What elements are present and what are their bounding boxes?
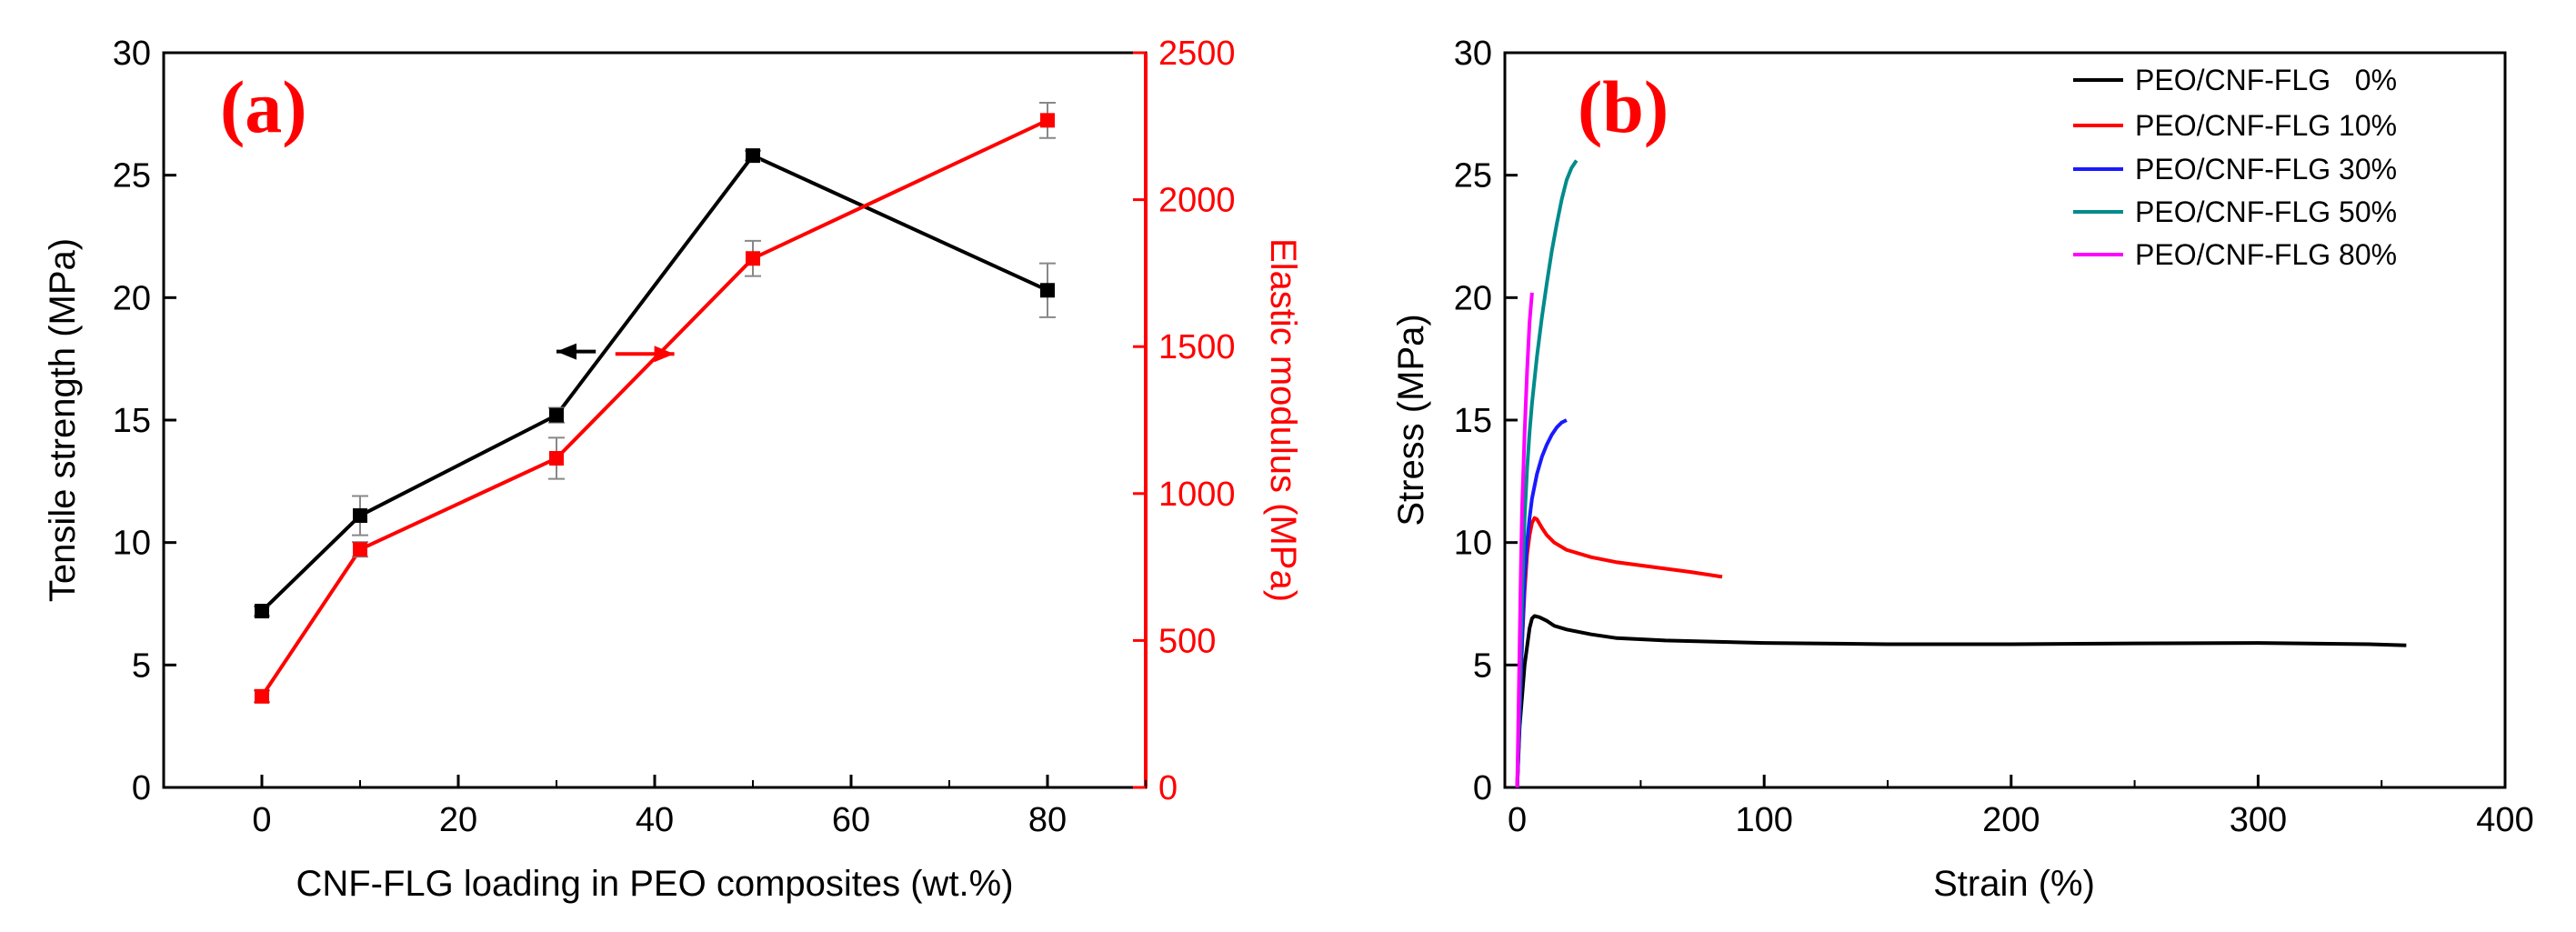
panel-a-x-tick-label: 80 — [1028, 801, 1067, 839]
panel-b-y-tick-label: 10 — [1454, 525, 1492, 563]
panel-b-curve-4 — [1515, 292, 1534, 788]
panel-b-x-tick-label: 100 — [1735, 801, 1792, 839]
legend-label-2: PEO/CNF-FLG 30% — [2135, 153, 2397, 185]
panel-a-y2-tick-label: 2000 — [1158, 182, 1236, 220]
panel-a-axis-arrowhead-left — [556, 343, 576, 360]
panel-a-data-point — [255, 688, 269, 704]
legend-label-1: PEO/CNF-FLG 10% — [2135, 109, 2397, 142]
legend-item-4: PEO/CNF-FLG 80% — [2073, 238, 2397, 271]
panel-b-x-tick-label: 200 — [1982, 801, 2040, 839]
panel-a-y2-tick-label: 1000 — [1158, 476, 1236, 514]
panel-a-data-point — [549, 407, 564, 423]
panel-b-legend: PEO/CNF-FLG 0% PEO/CNF-FLG 10% PEO/CNF-F… — [2073, 64, 2397, 271]
panel-a-chart: 0 20 40 60 80 0 5 10 15 20 25 30 0 500 1000 1500 2000 250… — [43, 35, 1303, 904]
panel-a-series-line-1 — [260, 118, 1048, 697]
panel-b-marks — [1515, 159, 2407, 788]
panel-a-data-point — [255, 604, 269, 619]
panel-a-series-line-0 — [260, 153, 1048, 613]
panel-a-y-tick-label: 10 — [113, 525, 151, 563]
panel-a-x-tick-label: 20 — [439, 801, 477, 839]
panel-a-ticks: 0 20 40 60 80 0 5 10 15 20 25 30 0 500 1000 1500 2000 250… — [113, 35, 1236, 839]
panel-b-y-tick-label: 20 — [1454, 279, 1492, 317]
panel-a-y-tick-label: 5 — [132, 646, 151, 685]
panel-a-y2-tick-label: 0 — [1158, 769, 1178, 807]
panel-a-data-point — [549, 451, 564, 466]
panel-b-label: (b) — [1578, 65, 1669, 148]
panel-b-y-tick-label: 15 — [1454, 402, 1492, 440]
panel-b-ticks: 0 100 200 300 400 0 5 10 15 20 25 30 — [1454, 35, 2534, 839]
panel-a-data-point — [353, 508, 367, 524]
panel-b-x-axis-title: Strain (%) — [1933, 864, 2095, 904]
panel-b-x-tick-label: 0 — [1508, 801, 1527, 839]
panel-a-y2-tick-label: 500 — [1158, 622, 1216, 660]
panel-b-y-tick-label: 5 — [1473, 646, 1492, 685]
panel-a-x-tick-label: 60 — [832, 801, 870, 839]
panel-b-y-tick-label: 0 — [1473, 769, 1492, 807]
panel-a-y2-tick-label: 2500 — [1158, 35, 1236, 73]
panel-a-marks — [254, 101, 1056, 704]
panel-a-y-tick-label: 20 — [113, 279, 151, 317]
panel-a-label: (a) — [220, 65, 307, 148]
panel-a-data-point — [746, 148, 760, 164]
legend-label-0: PEO/CNF-FLG 0% — [2135, 64, 2397, 96]
panel-a-x-tick-label: 0 — [252, 801, 271, 839]
panel-a-plot-frame — [162, 51, 1148, 789]
panel-a-y2-axis-title: Elastic modulus (MPa) — [1263, 238, 1303, 602]
panel-b-y-axis-title: Stress (MPa) — [1391, 314, 1431, 526]
panel-a-data-point — [353, 542, 367, 557]
panel-b-chart: 0 100 200 300 400 0 5 10 15 20 25 30 (b) Strain (%)… — [1391, 35, 2534, 904]
panel-b-curve-1 — [1515, 516, 1723, 788]
legend-item-1: PEO/CNF-FLG 10% — [2073, 109, 2397, 142]
panel-a-axis-arrowhead-right — [654, 346, 675, 363]
panel-a-data-point — [746, 251, 760, 266]
panel-b-x-tick-label: 400 — [2476, 801, 2533, 839]
panel-a-data-point — [1040, 283, 1055, 298]
panel-a-y-tick-label: 15 — [113, 402, 151, 440]
panel-a-data-point — [1040, 113, 1055, 128]
panel-b-y-tick-label: 30 — [1454, 35, 1492, 73]
legend-item-0: PEO/CNF-FLG 0% — [2073, 64, 2397, 96]
legend-label-3: PEO/CNF-FLG 50% — [2135, 195, 2397, 228]
panel-a-x-tick-label: 40 — [636, 801, 674, 839]
panel-a-y-tick-label: 30 — [113, 35, 151, 73]
panel-a-y-tick-label: 0 — [132, 769, 151, 807]
panel-a-y-axis-title: Tensile strength (MPa) — [43, 238, 83, 602]
panel-b-x-tick-label: 300 — [2230, 801, 2287, 839]
panel-b-y-tick-label: 25 — [1454, 157, 1492, 195]
panel-b-curve-3 — [1515, 159, 1579, 788]
legend-item-3: PEO/CNF-FLG 50% — [2073, 195, 2397, 228]
panel-a-y-tick-label: 25 — [113, 157, 151, 195]
legend-label-4: PEO/CNF-FLG 80% — [2135, 238, 2397, 271]
panel-a-x-axis-title: CNF-FLG loading in PEO composites (wt.%) — [296, 864, 1013, 904]
panel-b-curve-0 — [1515, 614, 2407, 788]
legend-item-2: PEO/CNF-FLG 30% — [2073, 153, 2397, 185]
panel-a-y2-tick-label: 1500 — [1158, 328, 1236, 366]
